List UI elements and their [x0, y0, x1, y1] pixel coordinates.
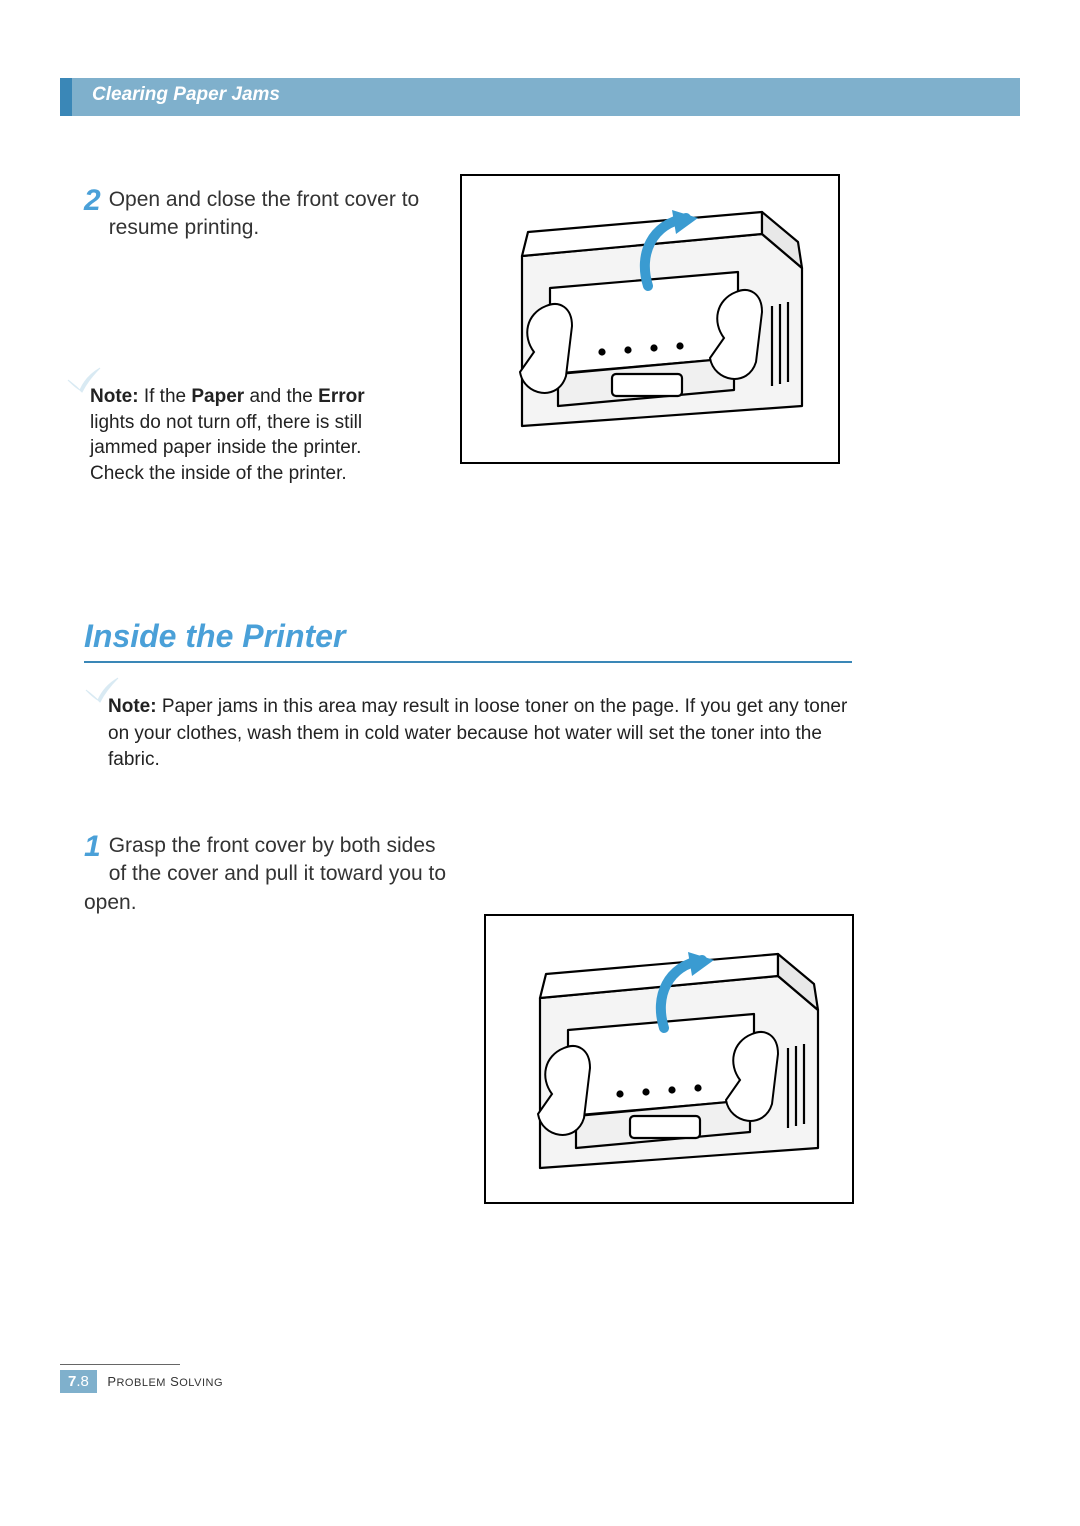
step-number: 1 [84, 832, 101, 862]
footer-rule [60, 1364, 180, 1365]
note-kw-paper: Paper [191, 386, 244, 407]
figure-step2 [460, 174, 840, 464]
note-text: Paper jams in this area may result in lo… [108, 696, 847, 770]
note-text-a: If the [139, 386, 192, 407]
chapter-label: PROBLEM SOLVING [107, 1374, 223, 1389]
page-number: 7.8 [60, 1370, 97, 1393]
step-text: Grasp the front cover by both sides of t… [84, 834, 446, 914]
printer-open-close-icon [462, 176, 838, 462]
note-text-b: and the [244, 386, 318, 407]
note-tick-icon [66, 366, 102, 394]
section-title: Inside the Printer [84, 618, 852, 663]
chapter-b: ROBLEM [116, 1377, 165, 1389]
header-accent [60, 78, 72, 116]
note-2: Note: Paper jams in this area may result… [108, 694, 856, 774]
note-tick-icon [84, 676, 120, 704]
section-inside-printer: Inside the Printer [84, 618, 852, 663]
printer-front-open-icon [486, 916, 852, 1202]
figure-step1-inside [484, 914, 854, 1204]
page-minor: 8 [81, 1373, 89, 1390]
step-text: Open and close the front cover to resume… [109, 188, 420, 239]
step-1-inside: 1 Grasp the front cover by both sides of… [84, 832, 454, 917]
header-title: Clearing Paper Jams [92, 84, 280, 106]
note-kw-error: Error [318, 386, 364, 407]
chapter-d: OLVING [179, 1377, 223, 1389]
note-text-c: lights do not turn off, there is still j… [90, 412, 362, 484]
step-2: 2 Open and close the front cover to resu… [84, 186, 424, 243]
chapter-c: S [166, 1374, 179, 1389]
footer: 7.8 PROBLEM SOLVING [60, 1370, 223, 1393]
note-1: Note: If the Paper and the Error lights … [90, 384, 410, 487]
step-number: 2 [84, 186, 101, 216]
